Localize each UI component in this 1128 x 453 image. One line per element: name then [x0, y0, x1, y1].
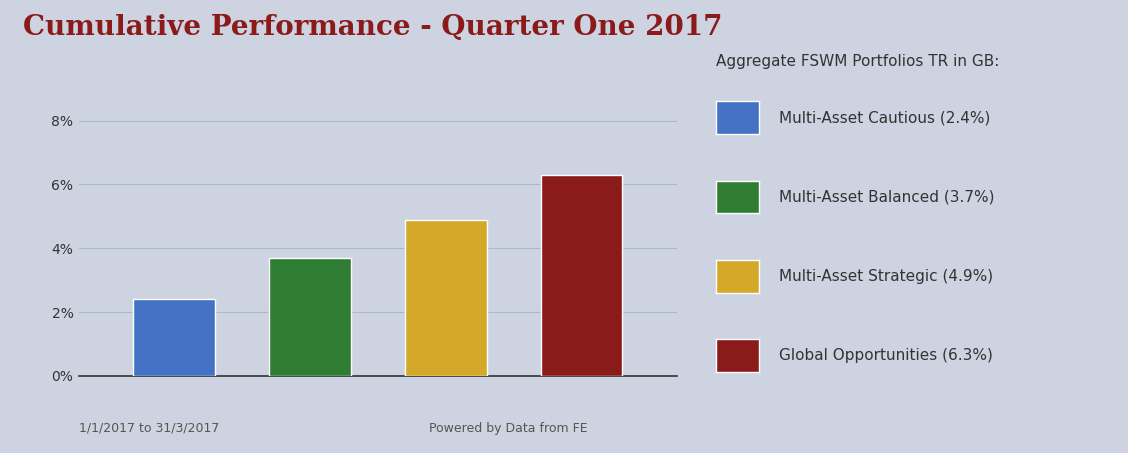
Text: Global Opportunities (6.3%): Global Opportunities (6.3%) — [779, 348, 994, 363]
Text: Multi-Asset Cautious (2.4%): Multi-Asset Cautious (2.4%) — [779, 110, 990, 125]
Text: Multi-Asset Balanced (3.7%): Multi-Asset Balanced (3.7%) — [779, 189, 995, 205]
Text: Powered by Data from FE: Powered by Data from FE — [429, 422, 588, 435]
Bar — [270, 258, 351, 376]
Bar — [541, 175, 623, 376]
Text: Multi-Asset Strategic (4.9%): Multi-Asset Strategic (4.9%) — [779, 269, 994, 284]
Text: Cumulative Performance - Quarter One 2017: Cumulative Performance - Quarter One 201… — [23, 14, 722, 41]
Bar — [133, 299, 214, 376]
Text: 1/1/2017 to 31/3/2017: 1/1/2017 to 31/3/2017 — [79, 422, 219, 435]
Bar — [405, 220, 486, 376]
Text: Aggregate FSWM Portfolios TR in GB:: Aggregate FSWM Portfolios TR in GB: — [716, 54, 999, 69]
